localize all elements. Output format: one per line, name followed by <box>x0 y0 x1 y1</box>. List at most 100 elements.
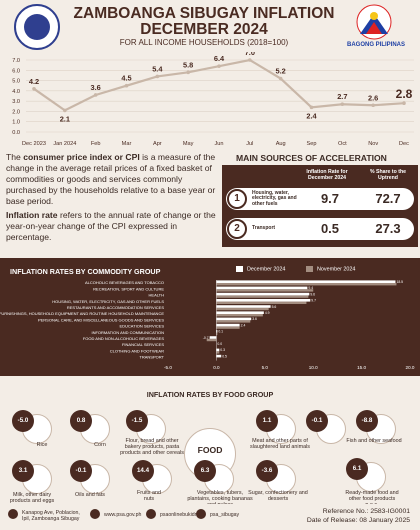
data-point <box>93 93 98 97</box>
data-point <box>32 87 36 91</box>
food-group-label: Fish and other seafood <box>346 438 402 444</box>
y-tick-label: 4.0 <box>12 89 20 95</box>
food-inflation-badge: 0.8 <box>70 410 92 432</box>
bar-december <box>216 299 311 302</box>
bar-value-label: 0.3 <box>220 348 225 352</box>
bar-december <box>216 280 396 283</box>
release-date: Date of Release: 08 January 2025 <box>306 517 410 524</box>
food-group-label: Meat and other parts of slaughtered land… <box>250 438 310 450</box>
bar-december <box>216 286 308 290</box>
reference-number: Reference No.: 2583-IG0001 <box>322 508 410 515</box>
y-tick-label: 5.0 <box>12 79 20 85</box>
reference-info: Reference No.: 2583-IG0001 Date of Relea… <box>307 507 410 525</box>
category-label: EDUCATION SERVICES <box>119 324 164 329</box>
commodity-section: INFLATION RATES BY COMMODITY GROUP Decem… <box>0 258 420 376</box>
bar-december <box>216 311 264 314</box>
x-tick-label: Sep <box>307 141 317 147</box>
cpi-paragraph: The consumer price index or CPI is a mea… <box>6 152 216 206</box>
page-subtitle: FOR ALL INCOME HOUSEHOLDS (2018=100) <box>119 38 289 47</box>
category-label: TRANSPORT <box>139 355 164 360</box>
food-inflation-badge: -3.6 <box>256 460 278 482</box>
bar-december <box>216 354 222 358</box>
data-label: 2.8 <box>396 87 413 101</box>
bar-value-label: 9.7 <box>311 299 316 303</box>
bar-december <box>216 323 240 327</box>
psa-logo <box>14 4 60 50</box>
category-label: HEALTH <box>149 293 165 298</box>
y-tick-label: 7.0 <box>12 58 20 64</box>
x-tick-label: 20.0 <box>406 365 415 370</box>
data-point <box>155 74 160 79</box>
inflation-term: Inflation rate <box>6 210 58 220</box>
legend-december: December 2024 <box>236 266 285 272</box>
bar-november <box>216 289 314 292</box>
bagong-pilipinas-label: BAGONG PILIPINAS <box>346 42 405 48</box>
y-tick-label: 6.0 <box>12 68 20 74</box>
x-tick-label: Nov <box>368 141 378 147</box>
food-inflation-badge: -8.8 <box>356 410 378 432</box>
bar-november <box>216 295 309 298</box>
commodity-title: INFLATION RATES BY COMMODITY GROUP <box>10 267 161 276</box>
bar-december <box>216 292 310 296</box>
food-group-label: Sugar, confectionery and desserts <box>248 490 308 502</box>
acceleration-row: 1 Housing, water, electricity, gas and o… <box>226 188 414 210</box>
bar-value-label: -0.7 <box>203 336 209 340</box>
x-tick-label: May <box>183 141 194 147</box>
data-point <box>402 101 406 105</box>
bar-value-label: 3.6 <box>252 317 257 321</box>
food-group-title: INFLATION RATES BY FOOD GROUP <box>146 390 274 399</box>
category-label: FINANCIAL SERVICES <box>122 342 164 347</box>
twitter-icon <box>196 509 206 519</box>
data-point <box>371 103 375 108</box>
data-label: 2.7 <box>337 92 347 101</box>
category-label: CLOTHING AND FOOTWEAR <box>110 348 164 353</box>
food-inflation-badge: 3.1 <box>12 460 34 482</box>
bar-december <box>216 330 218 333</box>
food-inflation-badge: 14.4 <box>132 460 154 482</box>
rank-badge: 1 <box>227 189 247 209</box>
y-tick-label: 2.0 <box>12 109 20 115</box>
data-point <box>63 108 67 113</box>
food-inflation-badge: 6.3 <box>194 460 216 482</box>
footer-website[interactable]: www.psa.gov.ph <box>104 512 142 518</box>
food-group-label: Oils and fats <box>75 492 105 498</box>
y-tick-label: 1.0 <box>12 120 20 126</box>
x-tick-label: Oct <box>338 141 347 147</box>
cpi-term: consumer price index or CPI <box>23 152 140 162</box>
data-label: 6.4 <box>214 54 225 63</box>
footer-twitter[interactable]: psa_sibugay <box>210 512 240 518</box>
data-label: 5.2 <box>276 67 286 76</box>
bar-december <box>209 336 217 339</box>
data-label: 2.4 <box>306 111 317 120</box>
category-label: RECREATION, SPORT AND CULTURE <box>93 286 164 291</box>
food-group-label: Fruits and nuts <box>137 490 161 502</box>
food-inflation-badge: 6.1 <box>346 458 368 480</box>
header: ZAMBOANGA SIBUGAY INFLATION DECEMBER 202… <box>0 0 420 50</box>
bar-december <box>216 348 220 352</box>
food-inflation-badge: -1.5 <box>126 410 148 432</box>
page-title: ZAMBOANGA SIBUGAY INFLATION DECEMBER 202… <box>64 6 344 38</box>
globe-icon <box>90 509 100 519</box>
bar-november <box>206 338 217 342</box>
bar-november <box>216 314 263 317</box>
category-label: HOUSING, WATER, ELECTRICITY, GAS AND OTH… <box>52 299 164 304</box>
bar-value-label: 9.4 <box>308 286 313 290</box>
share-value: 27.3 <box>375 221 401 236</box>
y-tick-label: 3.0 <box>12 99 20 105</box>
bar-value-label: 5.6 <box>272 305 277 309</box>
category-label: RESTAURANTS AND ACCOMMODATION SERVICES <box>67 305 164 310</box>
x-tick-label: 0.0 <box>213 365 220 370</box>
x-tick-label: Apr <box>153 141 162 147</box>
bar-value-label: 0.0 <box>217 342 222 346</box>
footer-facebook[interactable]: psaonlinebukidnon <box>160 512 204 518</box>
category-label: FOOD AND NON-ALCOHOLIC BEVERAGES <box>83 336 164 341</box>
data-point <box>217 64 221 68</box>
food-group-label: Flour, bread and other bakery products, … <box>120 438 184 456</box>
inflation-paragraph: Inflation rate refers to the annual rate… <box>6 210 216 242</box>
food-center-label: FOOD <box>197 445 223 455</box>
data-label: 2.1 <box>60 114 70 123</box>
commodity-name: Transport <box>252 225 276 231</box>
inflation-rate-value: 9.7 <box>320 191 340 206</box>
category-label: PERSONAL CARE, AND MISCELLANEOUS GOODS A… <box>38 317 164 322</box>
x-tick-label: Dec 2023 <box>22 141 46 147</box>
